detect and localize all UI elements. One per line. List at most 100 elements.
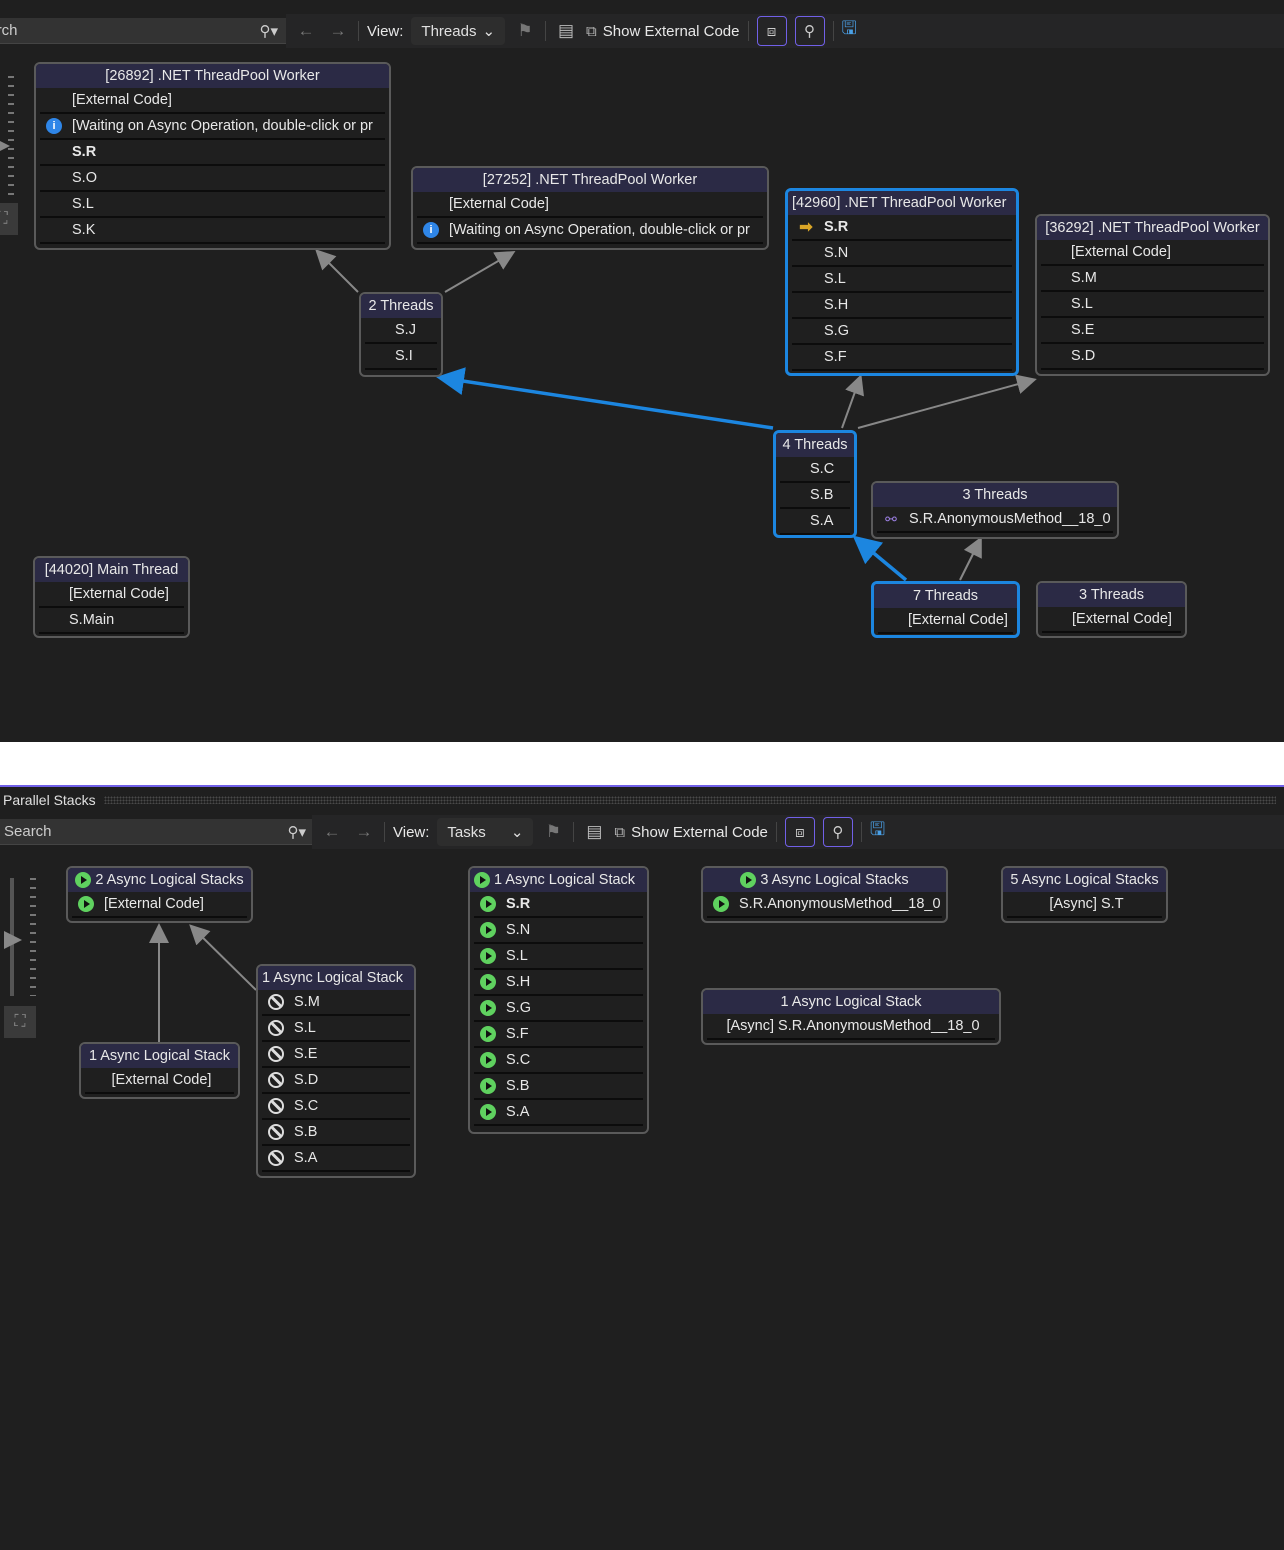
stack-frame[interactable]: S.F — [474, 1022, 643, 1048]
stack-frame[interactable]: S.H — [792, 293, 1012, 319]
stack-frame[interactable]: i [Waiting on Async Operation, double-cli… — [417, 218, 763, 244]
stack-frame[interactable]: S.G — [792, 319, 1012, 345]
toggle-method-view-icon[interactable]: ▤ — [586, 822, 603, 841]
search-icon[interactable]: ⚲▾ — [287, 823, 306, 841]
stack-frame[interactable]: S.C — [780, 457, 850, 483]
stack-frame[interactable]: S.F — [792, 345, 1012, 371]
stack-node[interactable]: [27252] .NET ThreadPool Worker [External … — [411, 166, 769, 250]
stack-frame[interactable]: S.L — [1041, 292, 1264, 318]
stack-node[interactable]: [36292] .NET ThreadPool Worker [External … — [1035, 214, 1270, 376]
stack-frame[interactable]: S.A — [474, 1100, 643, 1126]
stack-frame[interactable]: S.N — [792, 241, 1012, 267]
frame-text: S.L — [294, 1020, 316, 1036]
graph-canvas[interactable]: ⛶ [26892] .NET ThreadPool Worker [Externa… — [0, 48, 1284, 742]
flag-icon[interactable]: ⚑ — [517, 21, 533, 40]
stack-frame[interactable]: [External Code] — [878, 608, 1013, 634]
stack-frame[interactable]: S.D — [1041, 344, 1264, 370]
stack-node[interactable]: 1 Async Logical Stack [External Code] — [79, 1042, 240, 1099]
stack-frame[interactable]: [Async] S.T — [1007, 892, 1162, 918]
stack-frame[interactable]: S.B — [474, 1074, 643, 1100]
stack-frame[interactable]: [External Code] — [39, 582, 184, 608]
search-input[interactable]: Search ⚲▾ — [0, 18, 286, 44]
stack-frame[interactable]: S.A — [780, 509, 850, 535]
view-select[interactable]: Threads ⌄ — [411, 17, 506, 45]
stack-node[interactable]: 1 Async Logical Stack S.R S.N S.L S.H S.G S.F S… — [468, 866, 649, 1134]
stack-frame[interactable]: ⚯ S.R.AnonymousMethod__18_0 — [877, 507, 1113, 533]
stack-frame[interactable]: S.B — [262, 1120, 410, 1146]
auto-scroll-icon[interactable]: ⧈ — [756, 16, 787, 46]
stack-frame[interactable]: S.Main — [39, 608, 184, 634]
stack-frame[interactable]: [Async] S.R.AnonymousMethod__18_0 — [707, 1014, 995, 1040]
drag-grip[interactable] — [103, 796, 1276, 804]
zoom-slider-thumb[interactable] — [4, 931, 22, 949]
save-icon[interactable]: 🖫 — [841, 18, 857, 38]
stack-frame[interactable]: [External Code] — [85, 1068, 234, 1094]
stack-frame[interactable]: S.L — [40, 192, 385, 218]
stack-frame[interactable]: S.R — [474, 892, 643, 918]
back-arrow-icon[interactable]: ← — [323, 822, 341, 841]
back-arrow-icon[interactable]: ← — [297, 21, 315, 40]
stack-node[interactable]: 7 Threads [External Code] — [871, 581, 1020, 638]
zoom-to-fit-icon[interactable]: ⛶ — [4, 1006, 36, 1038]
stack-frame[interactable]: S.A — [262, 1146, 410, 1172]
stack-frame[interactable]: S.R.AnonymousMethod__18_0 — [707, 892, 942, 918]
stack-frame[interactable]: S.D — [262, 1068, 410, 1094]
search-icon[interactable]: ⚲▾ — [259, 22, 278, 40]
stack-frame[interactable]: S.M — [1041, 266, 1264, 292]
toggle-method-view-icon[interactable]: ▤ — [558, 21, 575, 40]
stack-frame[interactable]: S.H — [474, 970, 643, 996]
stack-frame[interactable]: [External Code] — [417, 192, 763, 218]
stack-frame[interactable]: S.C — [474, 1048, 643, 1074]
stack-node[interactable]: 2 Threads S.J S.I — [359, 292, 443, 377]
view-select[interactable]: Tasks ⌄ — [437, 818, 534, 846]
node-header-text: [27252] .NET ThreadPool Worker — [482, 172, 698, 188]
search-input[interactable]: Search ⚲▾ — [0, 819, 312, 845]
stack-frame[interactable]: [External Code] — [1042, 607, 1181, 633]
stack-node[interactable]: [26892] .NET ThreadPool Worker [External … — [34, 62, 391, 250]
zoom-slider-thumb[interactable] — [0, 137, 10, 155]
stack-frame[interactable]: [External Code] — [1041, 240, 1264, 266]
stack-node[interactable]: 1 Async Logical Stack [Async] S.R.Anonymo… — [701, 988, 1001, 1045]
stack-frame[interactable]: S.L — [474, 944, 643, 970]
stack-frame[interactable]: S.L — [262, 1016, 410, 1042]
stack-frame[interactable]: S.R — [40, 140, 385, 166]
graph-canvas[interactable]: ⛶ 2 Async Logical Stacks [External Code] 1… — [0, 850, 1284, 1248]
stack-frame[interactable]: ➡ S.R — [792, 215, 1012, 241]
stack-frame[interactable]: S.E — [1041, 318, 1264, 344]
stack-node[interactable]: 4 Threads S.C S.B S.A — [773, 430, 857, 538]
stack-frame[interactable]: i [Waiting on Async Operation, double-cli… — [40, 114, 385, 140]
stack-frame[interactable]: S.M — [262, 990, 410, 1016]
zoom-search-icon[interactable]: ⚲ — [822, 817, 853, 847]
stack-frame[interactable]: S.G — [474, 996, 643, 1022]
stack-node[interactable]: 1 Async Logical Stack S.M S.L S.E S.D S.C S.B S… — [256, 964, 416, 1178]
stack-node[interactable]: [44020] Main Thread [External Code] S.Main — [33, 556, 190, 638]
auto-scroll-icon[interactable]: ⧈ — [784, 817, 815, 847]
stack-frame[interactable]: S.K — [40, 218, 385, 244]
stack-frame[interactable]: S.E — [262, 1042, 410, 1068]
forward-arrow-icon[interactable]: → — [329, 21, 347, 40]
stack-frame[interactable]: S.N — [474, 918, 643, 944]
forward-arrow-icon[interactable]: → — [355, 822, 373, 841]
save-icon[interactable]: 🖫 — [869, 819, 886, 839]
search-text: Search — [0, 22, 18, 39]
stack-node[interactable]: [42960] .NET ThreadPool Worker ➡ S.R S.N S.L… — [785, 188, 1019, 376]
stack-node[interactable]: 3 Async Logical Stacks S.R.AnonymousMetho… — [701, 866, 948, 923]
show-external-code-button[interactable]: ⧉ Show External Code — [614, 824, 767, 841]
stack-frame[interactable]: S.O — [40, 166, 385, 192]
stack-frame[interactable]: [External Code] — [72, 892, 247, 918]
show-external-code-button[interactable]: ⧉ Show External Code — [586, 23, 739, 40]
stack-frame[interactable]: S.C — [262, 1094, 410, 1120]
stack-frame[interactable]: S.I — [365, 344, 437, 370]
stack-frame[interactable]: S.B — [780, 483, 850, 509]
stack-node[interactable]: 3 Threads ⚯ S.R.AnonymousMethod__18_0 — [871, 481, 1119, 539]
stack-frame[interactable]: S.J — [365, 318, 437, 344]
stack-node[interactable]: 2 Async Logical Stacks [External Code] — [66, 866, 253, 923]
flag-icon[interactable]: ⚑ — [545, 822, 562, 841]
node-header-text: 2 Async Logical Stacks — [95, 872, 244, 888]
stack-node[interactable]: 3 Threads [External Code] — [1036, 581, 1187, 638]
zoom-to-fit-icon[interactable]: ⛶ — [0, 203, 18, 235]
stack-frame[interactable]: S.L — [792, 267, 1012, 293]
stack-frame[interactable]: [External Code] — [40, 88, 385, 114]
zoom-search-icon[interactable]: ⚲ — [794, 16, 825, 46]
stack-node[interactable]: 5 Async Logical Stacks [Async] S.T — [1001, 866, 1168, 923]
